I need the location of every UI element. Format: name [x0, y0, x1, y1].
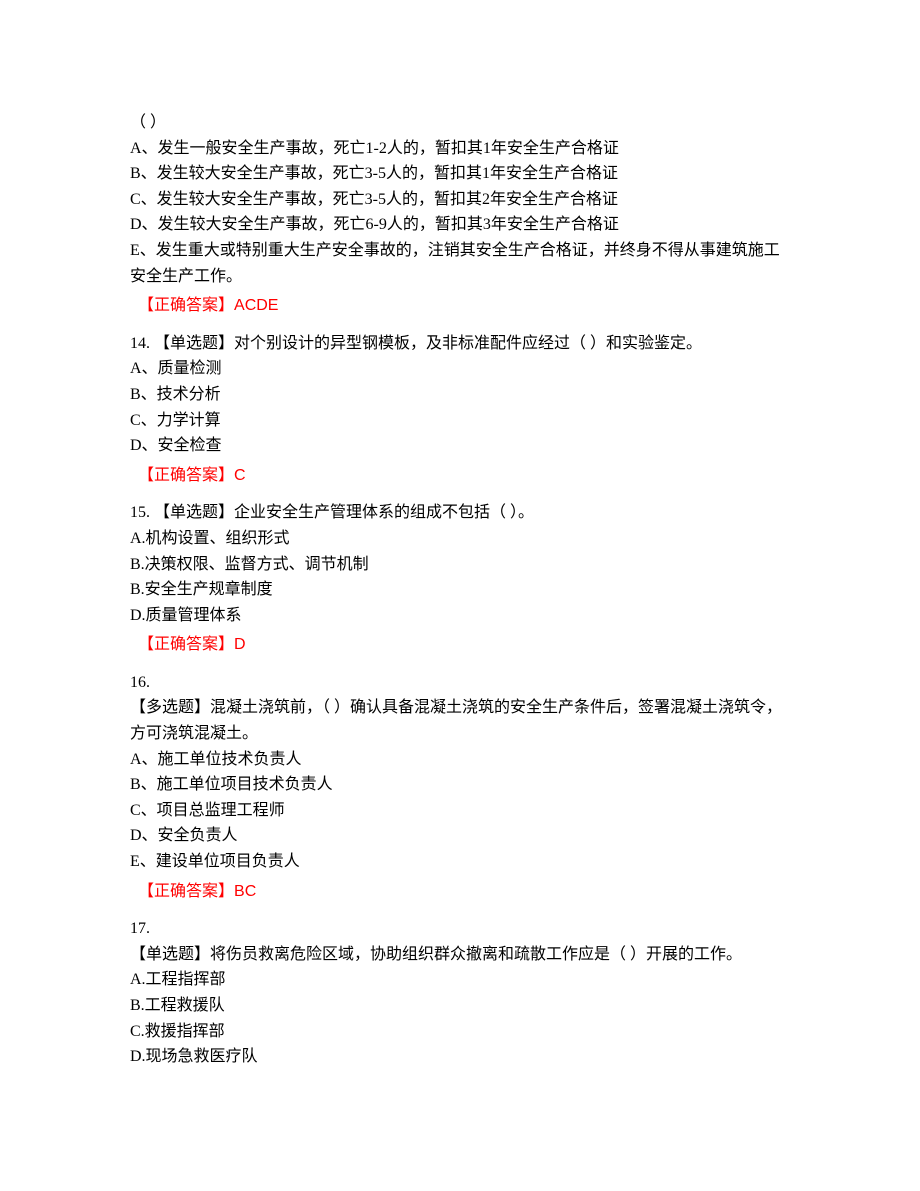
question-stem: 14. 【单选题】对个别设计的异型钢模板，及非标准配件应经过（ ）和实验鉴定。 — [130, 331, 790, 357]
answer-value: D — [234, 636, 246, 653]
question-14: 14. 【单选题】对个别设计的异型钢模板，及非标准配件应经过（ ）和实验鉴定。 … — [130, 331, 790, 489]
question-stem: 15. 【单选题】企业安全生产管理体系的组成不包括（ ）。 — [130, 500, 790, 526]
question-stem: （ ） — [130, 110, 790, 136]
answer-value: BC — [234, 883, 256, 900]
option-d: D、安全检查 — [130, 433, 790, 459]
option-b2: B.安全生产规章制度 — [130, 577, 790, 603]
question-stem: 【多选题】混凝土浇筑前，（ ）确认具备混凝土浇筑的安全生产条件后，签署混凝土浇筑… — [130, 695, 790, 746]
option-b: B.工程救援队 — [130, 993, 790, 1019]
question-15: 15. 【单选题】企业安全生产管理体系的组成不包括（ ）。 A.机构设置、组织形… — [130, 500, 790, 658]
option-d: D、发生较大安全生产事故，死亡6-9人的，暂扣其3年安全生产合格证 — [130, 212, 790, 238]
question-number: 16. — [130, 670, 790, 696]
answer-label: 【正确答案】 — [138, 636, 234, 653]
answer-value: C — [234, 467, 246, 484]
answer-block: 【正确答案】D — [138, 632, 790, 658]
option-e: E、发生重大或特别重大生产安全事故的，注销其安全生产合格证，并终身不得从事建筑施… — [130, 238, 790, 289]
option-d: D.现场急救医疗队 — [130, 1044, 790, 1070]
option-b: B.决策权限、监督方式、调节机制 — [130, 552, 790, 578]
option-a: A.机构设置、组织形式 — [130, 526, 790, 552]
answer-label: 【正确答案】 — [138, 467, 234, 484]
option-d: D.质量管理体系 — [130, 603, 790, 629]
option-c: C、项目总监理工程师 — [130, 798, 790, 824]
option-c: C.救援指挥部 — [130, 1019, 790, 1045]
option-b: B、发生较大安全生产事故，死亡3-5人的，暂扣其1年安全生产合格证 — [130, 161, 790, 187]
answer-block: 【正确答案】ACDE — [138, 293, 790, 319]
answer-block: 【正确答案】BC — [138, 879, 790, 905]
question-16: 16. 【多选题】混凝土浇筑前，（ ）确认具备混凝土浇筑的安全生产条件后，签署混… — [130, 670, 790, 904]
answer-block: 【正确答案】C — [138, 463, 790, 489]
question-number: 17. — [130, 916, 790, 942]
option-d: D、安全负责人 — [130, 823, 790, 849]
option-a: A.工程指挥部 — [130, 967, 790, 993]
question-17: 17. 【单选题】将伤员救离危险区域，协助组织群众撤离和疏散工作应是（ ）开展的… — [130, 916, 790, 1070]
option-e: E、建设单位项目负责人 — [130, 849, 790, 875]
answer-label: 【正确答案】 — [138, 297, 234, 314]
option-a: A、质量检测 — [130, 356, 790, 382]
option-c: C、力学计算 — [130, 408, 790, 434]
question-stem: 【单选题】将伤员救离危险区域，协助组织群众撤离和疏散工作应是（ ）开展的工作。 — [130, 942, 790, 968]
option-a: A、施工单位技术负责人 — [130, 747, 790, 773]
option-b: B、施工单位项目技术负责人 — [130, 772, 790, 798]
option-b: B、技术分析 — [130, 382, 790, 408]
option-a: A、发生一般安全生产事故，死亡1-2人的，暂扣其1年安全生产合格证 — [130, 136, 790, 162]
question-13: （ ） A、发生一般安全生产事故，死亡1-2人的，暂扣其1年安全生产合格证 B、… — [130, 110, 790, 319]
option-c: C、发生较大安全生产事故，死亡3-5人的，暂扣其2年安全生产合格证 — [130, 187, 790, 213]
answer-label: 【正确答案】 — [138, 883, 234, 900]
answer-value: ACDE — [234, 297, 278, 314]
